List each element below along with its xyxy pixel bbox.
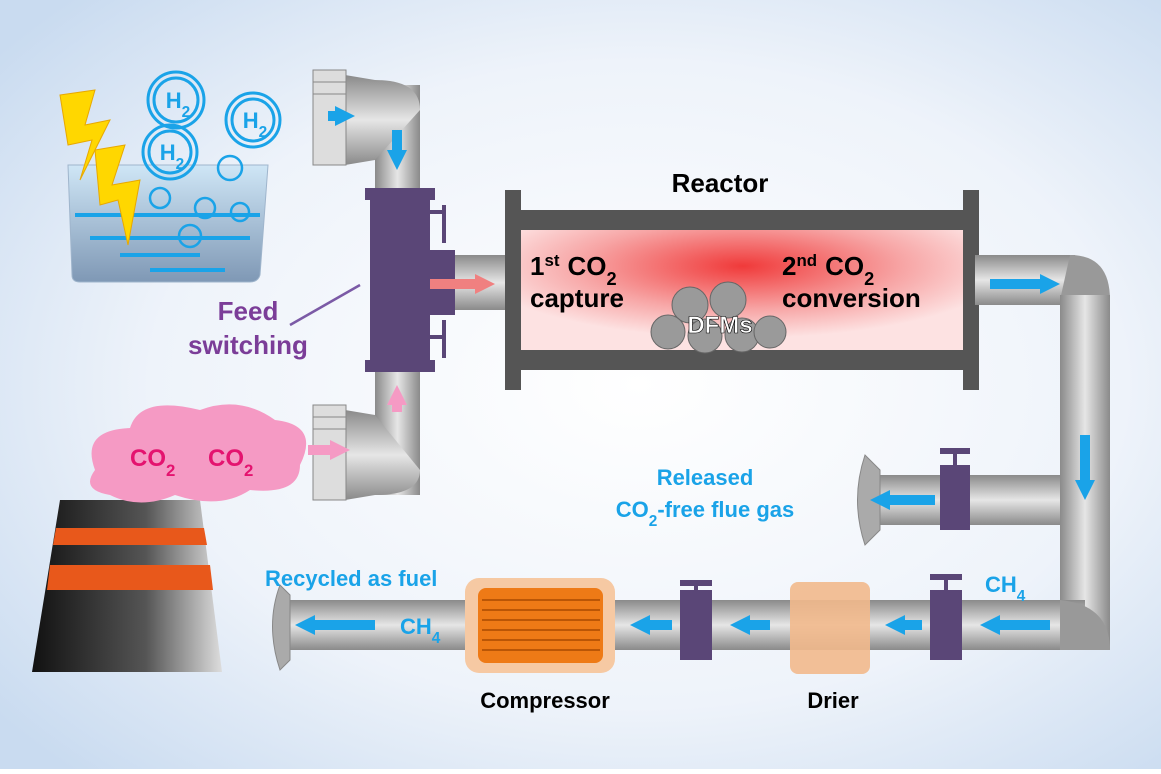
sup: st	[544, 251, 559, 270]
reactor-title: Reactor	[672, 168, 769, 198]
flow-arrows	[295, 106, 1095, 635]
ch4-label: CH4	[400, 614, 441, 647]
num: 1	[530, 251, 544, 281]
co: CO	[616, 497, 649, 522]
unit-label: Drier	[807, 688, 859, 713]
feed-label: switching	[188, 330, 308, 360]
h2-bubbles	[141, 70, 282, 181]
h: H	[166, 88, 182, 113]
co: CO	[130, 445, 166, 472]
ch: CH	[400, 614, 432, 639]
drier	[790, 582, 870, 674]
sub: 2	[607, 269, 617, 289]
co: CO	[825, 251, 864, 281]
recycle-label: Recycled as fuel	[265, 566, 437, 591]
stage-label: 2nd CO2	[782, 251, 874, 290]
co: CO	[208, 445, 244, 472]
h: H	[160, 140, 176, 165]
emission-label: CO2	[208, 445, 253, 480]
sub: 4	[1017, 588, 1026, 605]
feed-valve	[365, 188, 455, 372]
emission-label: CO2	[130, 445, 175, 480]
ch4-label: CH4	[985, 572, 1026, 605]
stage-label: conversion	[782, 283, 921, 313]
sub: 2	[649, 513, 658, 530]
sub: 2	[166, 461, 175, 480]
sup: nd	[796, 251, 817, 270]
sub: 2	[864, 269, 874, 289]
num: 2	[782, 251, 796, 281]
co: CO	[568, 251, 607, 281]
material-label: DFMs	[687, 312, 752, 339]
sub: 4	[432, 630, 441, 647]
electrolyzer	[59, 89, 269, 283]
feed-label: Feed	[218, 296, 279, 326]
sub: 2	[182, 104, 191, 121]
rest: -free flue gas	[657, 497, 794, 522]
stage-label: 1st CO2	[530, 251, 617, 290]
valves	[680, 448, 970, 660]
h2-label: H2	[166, 88, 190, 121]
smokestack	[32, 404, 307, 672]
sub: 2	[176, 156, 185, 173]
h: H	[243, 108, 259, 133]
compressor	[465, 578, 615, 673]
ch: CH	[985, 572, 1017, 597]
sub: 2	[244, 461, 253, 480]
h2-label: H2	[160, 140, 184, 173]
pointer	[289, 283, 361, 327]
flue-label: Released	[657, 465, 754, 490]
flue-label: CO2-free flue gas	[616, 497, 795, 530]
stage-label: capture	[530, 283, 624, 313]
reactor	[505, 190, 979, 390]
h2-label: H2	[243, 108, 267, 141]
sub: 2	[259, 124, 268, 141]
unit-label: Compressor	[480, 688, 610, 713]
